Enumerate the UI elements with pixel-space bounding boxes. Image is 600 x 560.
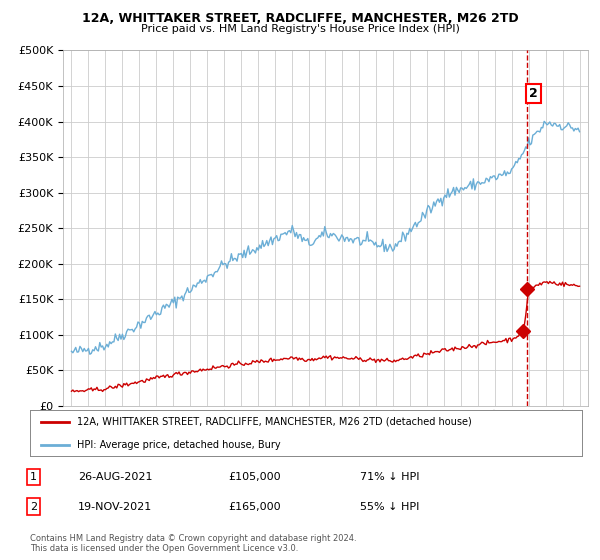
Text: 2: 2 <box>30 502 37 512</box>
Text: HPI: Average price, detached house, Bury: HPI: Average price, detached house, Bury <box>77 440 281 450</box>
Text: Contains HM Land Registry data © Crown copyright and database right 2024.
This d: Contains HM Land Registry data © Crown c… <box>30 534 356 553</box>
Text: 12A, WHITTAKER STREET, RADCLIFFE, MANCHESTER, M26 2TD: 12A, WHITTAKER STREET, RADCLIFFE, MANCHE… <box>82 12 518 25</box>
Text: £105,000: £105,000 <box>228 472 281 482</box>
Text: £165,000: £165,000 <box>228 502 281 512</box>
Text: 2: 2 <box>529 87 538 100</box>
Text: Price paid vs. HM Land Registry's House Price Index (HPI): Price paid vs. HM Land Registry's House … <box>140 24 460 34</box>
Text: 1: 1 <box>30 472 37 482</box>
Text: 19-NOV-2021: 19-NOV-2021 <box>78 502 152 512</box>
Text: 12A, WHITTAKER STREET, RADCLIFFE, MANCHESTER, M26 2TD (detached house): 12A, WHITTAKER STREET, RADCLIFFE, MANCHE… <box>77 417 472 427</box>
Text: 26-AUG-2021: 26-AUG-2021 <box>78 472 152 482</box>
Text: 71% ↓ HPI: 71% ↓ HPI <box>360 472 419 482</box>
Text: 55% ↓ HPI: 55% ↓ HPI <box>360 502 419 512</box>
